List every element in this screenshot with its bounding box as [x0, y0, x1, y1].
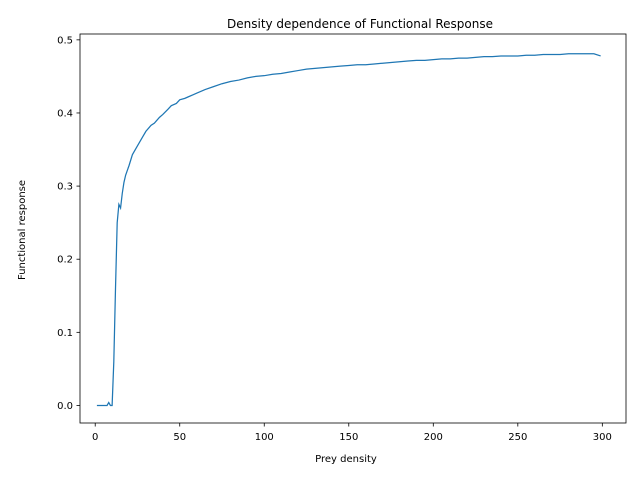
x-tick-label: 300 [593, 432, 612, 443]
y-tick-label: 0.5 [57, 35, 73, 46]
functional-response-line [96, 53, 601, 407]
y-tick-label: 0.0 [57, 401, 73, 412]
plot-area [96, 53, 601, 407]
x-tick-label: 100 [255, 432, 274, 443]
x-tick-label: 250 [508, 432, 527, 443]
y-axis: 0.0 0.1 0.2 0.3 0.4 0.5 [57, 35, 80, 412]
y-tick-label: 0.3 [57, 182, 73, 193]
x-tick-label: 0 [92, 432, 98, 443]
y-tick-label: 0.1 [57, 328, 73, 339]
x-axis-label: Prey density [315, 454, 377, 465]
y-axis-label: Functional response [17, 180, 28, 280]
chart-title: Density dependence of Functional Respons… [227, 17, 493, 31]
axes-frame [79, 33, 627, 424]
x-tick-label: 50 [173, 432, 186, 443]
y-tick-label: 0.2 [57, 255, 73, 266]
x-tick-label: 150 [339, 432, 358, 443]
y-tick-label: 0.4 [57, 108, 73, 119]
x-axis: 0 50 100 150 200 250 300 [92, 423, 612, 443]
x-tick-label: 200 [424, 432, 443, 443]
